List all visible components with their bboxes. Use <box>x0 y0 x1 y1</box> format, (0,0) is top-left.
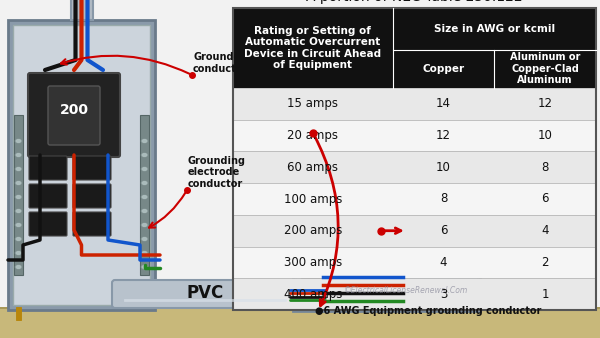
Text: A portion of NEC Table 250.122: A portion of NEC Table 250.122 <box>306 0 523 4</box>
FancyBboxPatch shape <box>8 20 155 310</box>
Bar <box>233 120 596 151</box>
Text: 400 amps: 400 amps <box>284 288 342 300</box>
Ellipse shape <box>141 209 148 214</box>
Text: ●6 AWG Equipment grounding conductor: ●6 AWG Equipment grounding conductor <box>315 306 541 316</box>
Bar <box>140 115 149 275</box>
Bar <box>13 25 150 305</box>
Text: Size in AWG or kcmil: Size in AWG or kcmil <box>434 24 555 34</box>
Text: 6: 6 <box>541 193 549 206</box>
Text: 4: 4 <box>541 224 549 237</box>
Text: 8: 8 <box>541 161 549 174</box>
Bar <box>71 0 92 20</box>
Text: 10: 10 <box>538 129 553 142</box>
Ellipse shape <box>141 139 148 144</box>
Bar <box>303 293 321 301</box>
FancyBboxPatch shape <box>73 184 111 208</box>
Text: Copper: Copper <box>422 64 464 74</box>
Text: 10: 10 <box>436 161 451 174</box>
Circle shape <box>296 304 301 309</box>
Ellipse shape <box>15 237 22 241</box>
Text: Rating or Setting of
Automatic Overcurrent
Device in Circuit Ahead
of Equipment: Rating or Setting of Automatic Overcurre… <box>244 26 382 70</box>
Bar <box>233 183 596 215</box>
FancyBboxPatch shape <box>112 280 298 308</box>
Ellipse shape <box>15 250 22 256</box>
Ellipse shape <box>141 250 148 256</box>
Text: 15 amps: 15 amps <box>287 97 338 111</box>
Bar <box>0 308 600 338</box>
Circle shape <box>473 272 478 277</box>
Text: 14: 14 <box>436 97 451 111</box>
Ellipse shape <box>15 194 22 199</box>
Ellipse shape <box>15 139 22 144</box>
FancyBboxPatch shape <box>29 184 67 208</box>
Ellipse shape <box>15 167 22 171</box>
Bar <box>14 115 23 275</box>
Bar <box>233 8 596 310</box>
FancyBboxPatch shape <box>48 86 100 145</box>
Text: 20 amps: 20 amps <box>287 129 338 142</box>
FancyBboxPatch shape <box>29 212 67 236</box>
FancyBboxPatch shape <box>28 73 120 157</box>
Bar <box>233 151 596 183</box>
Text: 12: 12 <box>538 97 553 111</box>
Circle shape <box>296 272 301 277</box>
Ellipse shape <box>15 180 22 186</box>
Bar <box>233 278 596 310</box>
Text: 2: 2 <box>541 256 549 269</box>
Bar <box>233 215 596 247</box>
Bar <box>301 276 323 305</box>
Text: 60 amps: 60 amps <box>287 161 338 174</box>
Bar <box>293 270 480 311</box>
Ellipse shape <box>141 222 148 227</box>
Ellipse shape <box>15 222 22 227</box>
FancyBboxPatch shape <box>73 156 111 180</box>
Bar <box>303 286 321 294</box>
Bar <box>233 88 596 120</box>
Text: 1: 1 <box>541 288 549 300</box>
Text: 4: 4 <box>440 256 447 269</box>
Text: PVC: PVC <box>187 284 224 302</box>
Ellipse shape <box>141 194 148 199</box>
Text: 300 amps: 300 amps <box>284 256 342 269</box>
Ellipse shape <box>141 237 148 241</box>
Circle shape <box>473 304 478 309</box>
Text: Aluminum or
Copper-Clad
Aluminum: Aluminum or Copper-Clad Aluminum <box>510 52 580 86</box>
FancyBboxPatch shape <box>29 156 67 180</box>
Bar <box>233 247 596 278</box>
Text: 3: 3 <box>440 288 447 300</box>
Ellipse shape <box>141 180 148 186</box>
Text: 200 amps: 200 amps <box>284 224 342 237</box>
Text: ©ElectricalLicenseRenewal.Com: ©ElectricalLicenseRenewal.Com <box>344 286 469 295</box>
Text: Grounded
conductor: Grounded conductor <box>193 52 248 74</box>
Bar <box>296 273 477 308</box>
Text: Grounding
electrode
conductor: Grounding electrode conductor <box>188 156 246 189</box>
Text: 6: 6 <box>440 224 447 237</box>
Ellipse shape <box>141 152 148 158</box>
Text: 200: 200 <box>59 103 89 117</box>
Text: 8: 8 <box>440 193 447 206</box>
Text: 12: 12 <box>436 129 451 142</box>
Ellipse shape <box>15 265 22 269</box>
Bar <box>0 307 600 309</box>
FancyBboxPatch shape <box>73 212 111 236</box>
Ellipse shape <box>15 152 22 158</box>
Text: 100 amps: 100 amps <box>284 193 342 206</box>
Bar <box>303 279 321 287</box>
Ellipse shape <box>15 209 22 214</box>
Ellipse shape <box>141 167 148 171</box>
Bar <box>233 8 596 88</box>
Ellipse shape <box>141 265 148 269</box>
